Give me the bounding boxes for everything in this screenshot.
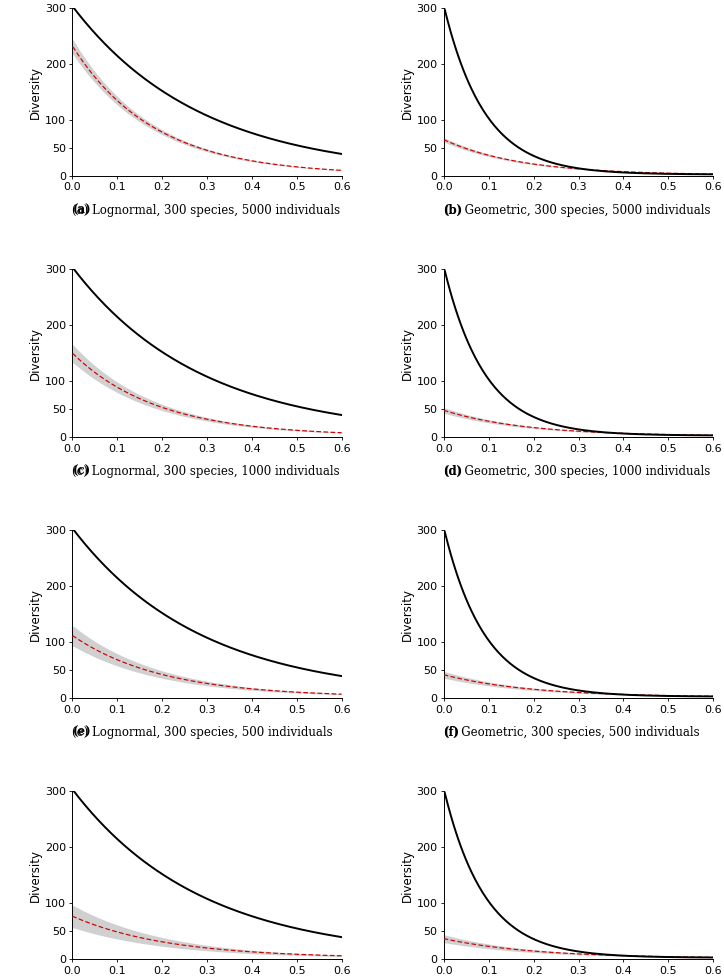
Text: (d) Geometric, 300 species, 1000 individuals: (d) Geometric, 300 species, 1000 individ…	[444, 465, 710, 478]
Y-axis label: Diversity: Diversity	[29, 326, 42, 380]
Text: (d): (d)	[444, 465, 463, 478]
Y-axis label: Diversity: Diversity	[29, 849, 42, 902]
Text: (a) Lognormal, 300 species, 5000 individuals: (a) Lognormal, 300 species, 5000 individ…	[72, 204, 340, 217]
Y-axis label: Diversity: Diversity	[401, 65, 414, 118]
Text: (f) Geometric, 300 species, 500 individuals: (f) Geometric, 300 species, 500 individu…	[444, 726, 699, 740]
Y-axis label: Diversity: Diversity	[29, 65, 42, 118]
Text: (f): (f)	[444, 726, 460, 740]
Text: (c) Lognormal, 300 species, 1000 individuals: (c) Lognormal, 300 species, 1000 individ…	[72, 465, 340, 478]
Text: (b) Geometric, 300 species, 5000 individuals: (b) Geometric, 300 species, 5000 individ…	[444, 204, 710, 217]
Text: (a): (a)	[72, 204, 91, 217]
Y-axis label: Diversity: Diversity	[401, 849, 414, 902]
Y-axis label: Diversity: Diversity	[29, 587, 42, 641]
Y-axis label: Diversity: Diversity	[401, 326, 414, 380]
Text: (b): (b)	[444, 204, 463, 217]
Text: (e) Lognormal, 300 species, 500 individuals: (e) Lognormal, 300 species, 500 individu…	[72, 726, 333, 740]
Text: (c): (c)	[72, 465, 90, 478]
Y-axis label: Diversity: Diversity	[401, 587, 414, 641]
Text: (e): (e)	[72, 726, 91, 740]
